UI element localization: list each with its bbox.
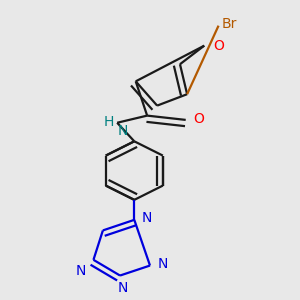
Text: N: N [117, 124, 128, 138]
Text: N: N [118, 281, 128, 295]
Text: O: O [194, 112, 205, 126]
Text: N: N [76, 264, 86, 278]
Text: O: O [213, 39, 224, 53]
Text: N: N [157, 257, 167, 271]
Text: H: H [104, 115, 114, 129]
Text: Br: Br [221, 17, 237, 31]
Text: N: N [141, 211, 152, 225]
